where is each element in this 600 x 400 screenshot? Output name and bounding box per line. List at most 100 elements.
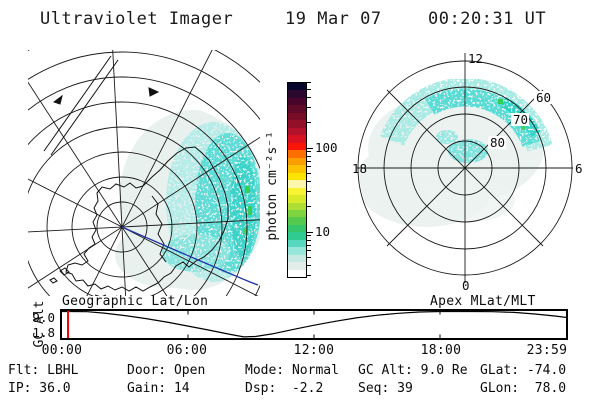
colorbar-tick: [307, 147, 313, 149]
orbit-arrow-icon: [52, 94, 63, 105]
colorbar-tick: [307, 264, 311, 266]
colorbar-tick: [307, 88, 311, 90]
colorbar-tick: [307, 275, 311, 277]
colorbar-tick: [307, 107, 311, 109]
xtick-0000: 00:00: [41, 343, 83, 358]
status-mode: Mode: Normal: [245, 363, 339, 378]
colorbar-band: [288, 127, 306, 136]
footprint-track-line: [121, 226, 259, 286]
aurora-green-peak: [521, 126, 525, 130]
colorbar-band: [288, 217, 306, 225]
colorbar-tick: [307, 244, 311, 246]
mlt-label-0: 0: [462, 278, 470, 290]
colorbar-band: [288, 180, 306, 188]
colorbar-band: [288, 157, 306, 166]
status-gain: Gain: 14: [127, 381, 190, 396]
colorbar-tick: [307, 191, 311, 193]
status-seq: Seq: 39: [358, 381, 413, 396]
colorbar-band: [288, 262, 306, 270]
date-label: 19 Mar 07: [285, 9, 382, 29]
gc-alt-ytick-min: 1.8: [32, 325, 55, 340]
xtick-0600: 06:00: [166, 343, 208, 358]
colorbar-band: [288, 112, 306, 121]
time-label: 00:20:31 UT: [428, 9, 547, 29]
apex-mlat-mlt-dial: 12 18 6 0 60 70 80: [352, 51, 582, 290]
colorbar-band: [288, 142, 306, 151]
status-glon: GLon: 78.0: [480, 381, 567, 396]
colorbar-band: [288, 120, 306, 128]
aurora-green-peak: [245, 186, 250, 193]
mlt-spokes: [357, 53, 573, 283]
colorbar-tick: [307, 160, 311, 162]
colorbar-tick: [307, 256, 311, 258]
colorbar-band: [288, 187, 306, 196]
colorbar-band: [288, 172, 306, 181]
left-map-caption: Geographic Lat/Lon: [62, 294, 209, 309]
colorbar-tick: [307, 82, 311, 84]
colorbar-tick: [307, 172, 311, 174]
colorbar-tick: [307, 206, 311, 208]
geographic-map: [28, 50, 260, 296]
aurora-emission-geo: [115, 110, 260, 290]
colorbar-band: [288, 239, 306, 248]
colorbar-tick: [307, 166, 311, 168]
colorbar-band: [288, 83, 306, 91]
colorbar-band: [288, 202, 306, 210]
colorbar-tick: [307, 231, 313, 233]
colorbar-band: [288, 165, 306, 173]
mlat-label-70: 70: [513, 112, 528, 127]
mlt-label-18: 18: [352, 161, 367, 176]
colorbar-band: [288, 269, 306, 278]
colorbar-tick: [307, 155, 311, 157]
status-flt: Flt: LBHL: [8, 363, 79, 378]
gc-alt-ytick-max: 9.0: [32, 310, 55, 325]
mlat-label-80: 80: [490, 135, 505, 150]
colorbar-ticks: [287, 82, 323, 278]
hour-ticks: [187, 311, 441, 338]
mlt-label-12: 12: [468, 51, 483, 66]
colorbar-tick: [307, 250, 311, 252]
orbit-track: [43, 55, 160, 156]
aurora-green-peak: [498, 99, 503, 104]
colorbar-tick: [307, 122, 311, 124]
colorbar-tick: [307, 180, 311, 182]
colorbar: 100 10: [287, 82, 338, 278]
coastline-antarctica: [49, 146, 229, 296]
orbit-arrow-icon: [148, 87, 160, 97]
status-ip: IP: 36.0: [8, 381, 71, 396]
status-dsp: Dsp: -2.2: [245, 381, 324, 396]
colorbar-tick: [307, 239, 311, 241]
colorbar-band: [288, 135, 306, 143]
aurora-green-peak: [243, 228, 247, 234]
app-title: Ultraviolet Imager: [40, 9, 234, 29]
colorbar-band: [288, 150, 306, 158]
aurora-green-peak: [248, 206, 252, 215]
colorbar-unit-label: photon cm⁻²s⁻¹: [265, 131, 281, 241]
colorbar-tick: [307, 96, 311, 98]
xtick-1800: 18:00: [420, 343, 462, 358]
colorbar-gradient: [287, 82, 307, 278]
colorbar-tick-label: 100: [315, 140, 338, 155]
current-time-marker: [67, 311, 69, 338]
aurora-emission-apex: [359, 77, 553, 227]
mlt-label-6: 6: [575, 161, 582, 176]
colorbar-band: [288, 209, 306, 218]
colorbar-band: [288, 232, 306, 240]
colorbar-tick: [307, 151, 311, 153]
status-glat: GLat: -74.0: [480, 363, 567, 378]
gc-alt-chart: [62, 311, 566, 338]
xtick-1200: 12:00: [293, 343, 335, 358]
colorbar-tick: [307, 235, 311, 237]
colorbar-band: [288, 247, 306, 255]
status-gcalt: GC Alt: 9.0 Re: [358, 363, 468, 378]
colorbar-band: [288, 224, 306, 233]
gc-alt-panel: [60, 309, 568, 340]
status-door: Door: Open: [127, 363, 206, 378]
mlat-label-60: 60: [536, 90, 551, 105]
latitude-circles: [28, 50, 260, 296]
colorbar-band: [288, 254, 306, 263]
colorbar-band: [288, 90, 306, 98]
colorbar-band: [288, 105, 306, 113]
colorbar-tick-label: 10: [315, 224, 331, 239]
